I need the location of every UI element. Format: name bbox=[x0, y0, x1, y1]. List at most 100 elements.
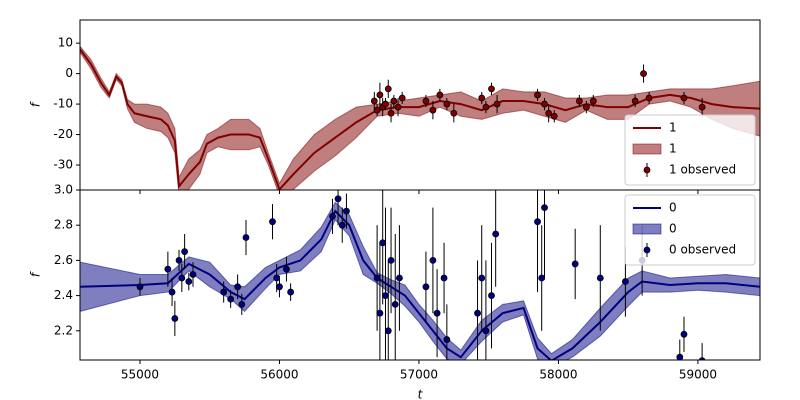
observed-point bbox=[376, 91, 384, 99]
observed-point bbox=[394, 103, 402, 111]
confidence-band bbox=[80, 201, 760, 360]
legend-box bbox=[624, 194, 756, 266]
observed-point bbox=[382, 100, 389, 108]
observed-point bbox=[541, 204, 548, 211]
x-tick-label: 59000 bbox=[679, 368, 717, 382]
x-axis-label: t bbox=[418, 388, 424, 400]
observed-point bbox=[443, 336, 451, 343]
observed-point bbox=[482, 327, 490, 335]
observed-point bbox=[474, 309, 481, 317]
observed-point bbox=[640, 70, 647, 78]
legend-label: 1 observed bbox=[669, 163, 736, 177]
observed-point bbox=[181, 248, 189, 255]
observed-point bbox=[185, 278, 193, 285]
observed-point bbox=[596, 274, 604, 282]
observed-point bbox=[440, 274, 448, 282]
legend-marker bbox=[643, 246, 651, 254]
y-axis-label: f bbox=[29, 271, 43, 277]
y-tick-label: 2.8 bbox=[54, 218, 73, 232]
observed-point bbox=[575, 97, 583, 105]
observed-point bbox=[589, 97, 597, 105]
legend-label: 0 observed bbox=[669, 243, 736, 257]
observed-point bbox=[343, 207, 350, 215]
observed-point bbox=[422, 97, 430, 105]
observed-point bbox=[136, 283, 144, 291]
observed-point bbox=[269, 218, 276, 226]
observed-point bbox=[541, 100, 548, 108]
observed-point bbox=[534, 91, 541, 99]
legend-label: 1 bbox=[669, 121, 677, 135]
legend-patch bbox=[632, 223, 662, 235]
observed-point bbox=[273, 274, 281, 282]
observed-point bbox=[478, 94, 486, 102]
observed-point bbox=[676, 353, 684, 360]
observed-point bbox=[384, 327, 392, 335]
observed-point bbox=[175, 256, 183, 264]
observed-point bbox=[488, 292, 495, 299]
observed-point bbox=[621, 278, 629, 285]
observed-point bbox=[571, 260, 579, 268]
observed-point bbox=[382, 292, 389, 299]
plot-area bbox=[80, 190, 760, 360]
observed-point bbox=[492, 230, 500, 238]
legend-label: 0 bbox=[669, 201, 677, 215]
observed-point bbox=[488, 85, 495, 93]
observed-point bbox=[582, 103, 590, 111]
x-tick-label: 55000 bbox=[121, 368, 159, 382]
observed-point bbox=[238, 300, 246, 308]
observed-point bbox=[189, 271, 197, 278]
observed-point bbox=[422, 283, 430, 291]
axes-frame bbox=[79, 189, 761, 361]
observed-point bbox=[398, 94, 406, 102]
x-tick-label: 57000 bbox=[400, 368, 438, 382]
observed-point bbox=[443, 100, 451, 108]
observed-point bbox=[538, 274, 546, 282]
observed-point bbox=[164, 265, 172, 273]
observed-point bbox=[550, 112, 558, 120]
observed-point bbox=[220, 288, 228, 296]
confidence-band bbox=[80, 45, 760, 190]
legend-label: 1 bbox=[669, 142, 677, 156]
y-tick-label: -30 bbox=[53, 158, 73, 172]
observed-point bbox=[390, 97, 398, 105]
observed-point bbox=[283, 265, 290, 273]
observed-point bbox=[680, 330, 688, 338]
plot-area bbox=[80, 45, 760, 190]
observed-point bbox=[433, 309, 441, 317]
observed-point bbox=[387, 256, 395, 264]
observed-point bbox=[631, 97, 639, 105]
y-tick-label: 3.0 bbox=[54, 183, 73, 197]
observed-point bbox=[545, 109, 553, 117]
observed-point bbox=[376, 309, 384, 317]
observed-point bbox=[436, 91, 444, 99]
x-tick-label: 58000 bbox=[539, 368, 577, 382]
observed-point bbox=[478, 274, 486, 282]
observed-point bbox=[379, 239, 387, 247]
observed-point bbox=[334, 195, 342, 203]
observed-point bbox=[287, 288, 295, 296]
observed-point bbox=[450, 109, 458, 117]
observed-point bbox=[329, 212, 336, 220]
legend-label: 0 bbox=[669, 222, 677, 236]
observed-point bbox=[429, 106, 437, 114]
observed-point bbox=[234, 283, 242, 291]
observed-point bbox=[242, 234, 250, 241]
y-tick-label: 0 bbox=[65, 66, 73, 80]
observed-point bbox=[391, 300, 399, 308]
observed-point bbox=[384, 85, 392, 93]
observed-point bbox=[680, 94, 688, 102]
observed-point bbox=[387, 109, 395, 117]
observed-point bbox=[171, 315, 179, 322]
y-tick-label: 10 bbox=[58, 36, 73, 50]
observed-point bbox=[373, 274, 381, 282]
observed-point bbox=[429, 256, 437, 264]
observed-point bbox=[698, 357, 706, 360]
y-tick-label: 2.4 bbox=[54, 288, 73, 302]
observed-point bbox=[698, 103, 706, 111]
y-tick-label: 2.2 bbox=[54, 323, 73, 337]
observed-point bbox=[227, 295, 235, 303]
observed-point bbox=[276, 283, 283, 291]
legend-marker bbox=[643, 166, 651, 174]
observed-point bbox=[645, 94, 653, 102]
